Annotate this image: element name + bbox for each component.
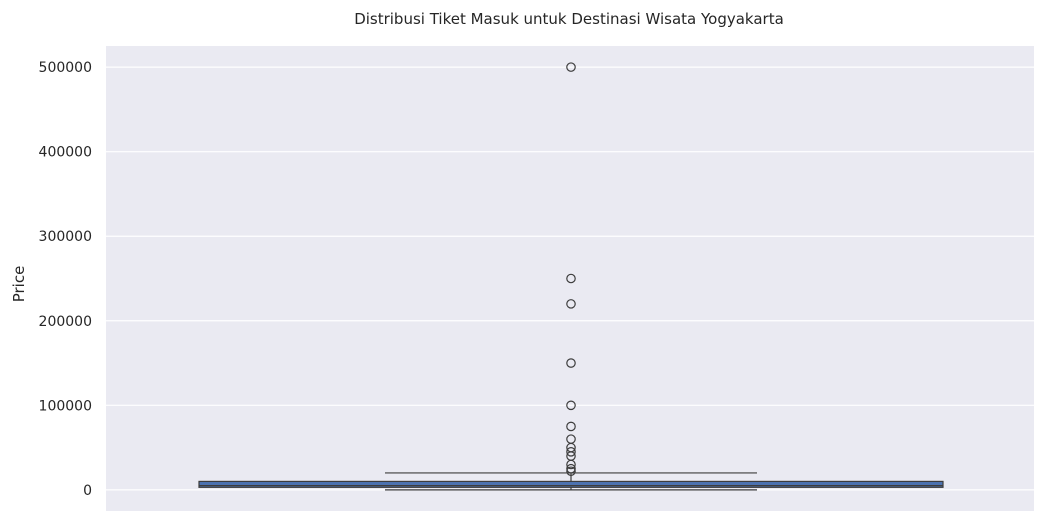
outlier-point (566, 459, 576, 470)
y-ticks: 0 100000 200000 300000 400000 500000 (39, 60, 92, 499)
y-tick-label: 300000 (39, 229, 92, 245)
outlier-point (566, 299, 576, 309)
y-tick-label: 100000 (39, 398, 92, 414)
y-tick-label: 500000 (39, 60, 92, 76)
y-tick-label: 0 (83, 483, 92, 499)
outliers (566, 62, 576, 477)
outlier-point (566, 466, 576, 477)
grid-lines (106, 66, 1034, 491)
plot-background (106, 46, 1034, 511)
outlier-point (566, 447, 576, 457)
outlier-point (566, 358, 576, 368)
y-axis-label: Price (10, 266, 28, 303)
outlier-point (566, 463, 576, 474)
outlier-point (566, 62, 576, 72)
y-tick-label: 400000 (39, 145, 92, 161)
box-iqr (198, 480, 944, 488)
outlier-point (566, 273, 576, 284)
outlier-point (566, 421, 576, 432)
y-tick-label: 200000 (39, 314, 92, 330)
chart-title: Distribusi Tiket Masuk untuk Destinasi W… (354, 10, 784, 28)
outlier-point (566, 400, 576, 411)
